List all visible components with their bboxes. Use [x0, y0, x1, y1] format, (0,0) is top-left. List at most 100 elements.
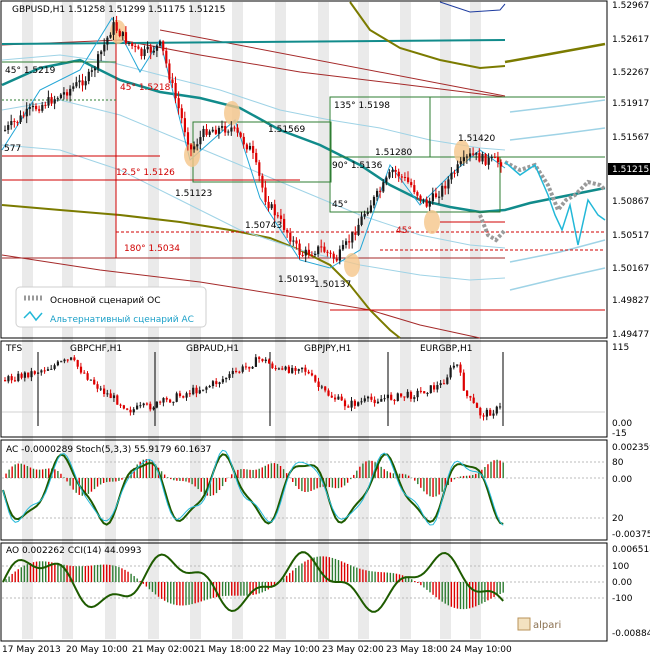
light-projection-1 [509, 99, 606, 113]
label-51569: 1.51569 [268, 125, 305, 135]
label-45-a: 45° [332, 200, 348, 210]
tfs-body [436, 385, 439, 390]
tfs-body [10, 376, 13, 381]
tfs-body [89, 379, 92, 381]
candle-body [155, 45, 159, 51]
candle-body [233, 127, 236, 129]
candle-body [56, 98, 59, 100]
time-tick: 23 May 02:00 [322, 645, 384, 655]
candle-body [456, 164, 459, 173]
label-50743: 1.50743 [245, 221, 282, 231]
candle-body [217, 127, 221, 134]
main-title: GBPUSD,H1 1.51258 1.51299 1.51175 1.5121… [12, 5, 225, 15]
candle-body [354, 232, 357, 235]
tfs-body [268, 359, 271, 364]
candle-body [19, 115, 22, 123]
tfs-body [353, 400, 356, 406]
tfs-body [327, 390, 330, 396]
price-tick: 1.51567 [612, 133, 649, 143]
time-tick: 20 May 10:00 [66, 645, 128, 655]
tfs-body [159, 401, 162, 403]
candle-body [376, 190, 379, 197]
ac-pane[interactable]: AC -0.0000289 Stoch(5,3,3) 55.9179 60.16… [2, 443, 650, 540]
tfs-body [145, 403, 149, 405]
tfs-body [99, 388, 102, 390]
candle-body [81, 80, 84, 86]
tfs-body [423, 391, 426, 394]
candle-body [78, 80, 81, 83]
ao-pane-frame [0, 542, 608, 642]
candle-body [307, 249, 310, 255]
tfs-body [40, 370, 43, 373]
tfs-body [66, 359, 69, 361]
tfs-body [466, 390, 469, 397]
price-tick: 1.49827 [612, 296, 649, 306]
tfs-body [370, 396, 373, 400]
candle-body [190, 144, 193, 150]
highlight-circle [344, 253, 360, 277]
tfs-body [324, 386, 327, 391]
candle-body [434, 193, 438, 198]
tfs-body [347, 406, 350, 408]
tfs-body [304, 367, 307, 372]
candle-body [90, 70, 93, 72]
tfs-body [202, 389, 205, 391]
tfs-body [215, 381, 218, 385]
upper-red-channel [1, 39, 506, 98]
olive-moving-average-upper [349, 1, 506, 70]
light-projection-3 [509, 239, 606, 263]
tfs-body [93, 379, 96, 385]
tfs-pair-3: GBPJPY,H1 [304, 344, 351, 354]
highlight-circle [424, 210, 440, 234]
ao-axis-zero: 0.00 [612, 578, 632, 588]
tfs-body [400, 393, 403, 397]
tfs-body [155, 401, 158, 408]
tfs-body [281, 368, 284, 370]
candle-body [366, 212, 369, 214]
candle-body [465, 156, 469, 158]
tfs-body [17, 373, 20, 381]
tfs-body [132, 409, 135, 413]
alt-scenario-swatch [23, 310, 43, 322]
stochastic-signal-line [2, 449, 504, 526]
candle-body [385, 177, 388, 183]
main-scenario-path [504, 160, 607, 214]
tfs-body [343, 400, 347, 407]
tfs-body [442, 383, 446, 385]
tfs-body [403, 396, 406, 398]
tfs-pane[interactable]: TFS GBPCHF,H1 GBPAUD,H1 GBPJPY,H1 EURGBP… [2, 343, 632, 439]
candle-body [59, 94, 62, 99]
candle-body [159, 41, 162, 46]
price-tick: 1.51917 [612, 99, 649, 109]
candle-body [193, 146, 196, 150]
candle-body [72, 86, 75, 89]
ao-pane[interactable]: AO 0.002262 CCI(14) 44.0993 0.006518 100… [2, 545, 650, 639]
tfs-body [310, 373, 314, 376]
candle-body [441, 185, 444, 197]
tfs-body [79, 366, 83, 373]
tfs-body [178, 393, 182, 397]
tfs-body [76, 360, 79, 367]
tfs-body [413, 397, 416, 399]
time-tick: 21 May 18:00 [194, 645, 256, 655]
candle-body [478, 153, 481, 162]
ao-axis-minus100: -100 [612, 594, 633, 604]
tfs-body [297, 369, 300, 371]
price-tick: 1.50867 [612, 197, 649, 207]
candle-body [496, 157, 500, 163]
tfs-body [284, 366, 287, 370]
tfs-body [386, 394, 389, 399]
candle-body [348, 241, 351, 243]
candle-body [103, 44, 106, 52]
tfs-body [162, 398, 165, 403]
light-envelope-2 [1, 99, 506, 249]
tfs-body [320, 386, 323, 388]
candle-body [196, 144, 199, 147]
tfs-body [169, 399, 172, 403]
candle-body [484, 153, 487, 165]
candle-body [146, 46, 149, 50]
candle-body [351, 232, 354, 243]
main-pane[interactable]: GBPUSD,H1 1.51258 1.51299 1.51175 1.5121… [1, 1, 650, 340]
tfs-body [43, 370, 46, 372]
candle-body [230, 127, 233, 132]
